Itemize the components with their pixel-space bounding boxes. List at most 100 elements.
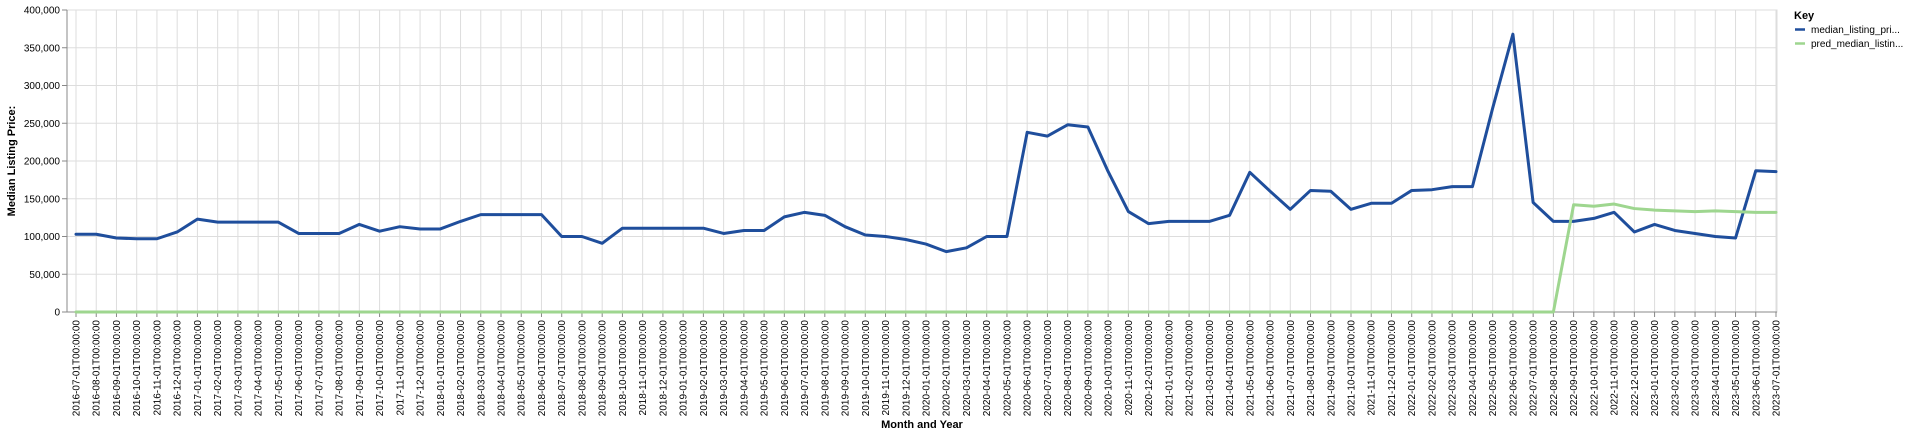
legend-label-1: median_listing_pri... [1811, 25, 1900, 36]
x-tick-label: 2022-11-01T00:00:00 [1610, 320, 1621, 416]
x-tick-label: 2016-10-01T00:00:00 [132, 320, 143, 417]
x-tick-label: 2021-10-01T00:00:00 [1347, 320, 1358, 417]
x-tick-label: 2019-11-01T00:00:00 [881, 320, 892, 416]
x-tick-label: 2017-08-01T00:00:00 [335, 320, 346, 417]
x-tick-label: 2022-06-01T00:00:00 [1508, 320, 1519, 417]
x-tick-label: 2023-03-01T00:00:00 [1691, 320, 1702, 417]
x-tick-label: 2022-01-01T00:00:00 [1407, 320, 1418, 417]
x-tick-label: 2016-12-01T00:00:00 [173, 320, 184, 417]
x-tick-label: 2017-09-01T00:00:00 [355, 320, 366, 417]
x-tick-label: 2021-04-01T00:00:00 [1225, 320, 1236, 417]
x-tick-label: 2023-02-01T00:00:00 [1670, 320, 1681, 417]
x-tick-label: 2017-03-01T00:00:00 [233, 320, 244, 417]
x-tick-label: 2016-07-01T00:00:00 [72, 320, 83, 417]
legend: Key median_listing_pri... pred_median_lis… [1794, 10, 1903, 50]
x-tick-label: 2019-10-01T00:00:00 [861, 320, 872, 417]
y-tick-label: 250,000 [24, 119, 61, 130]
series-lines [74, 32, 1778, 314]
x-tick-label: 2017-02-01T00:00:00 [213, 320, 224, 417]
x-tick-label: 2017-05-01T00:00:00 [274, 320, 285, 417]
y-tick-label: 400,000 [24, 6, 61, 17]
y-tick-label: 0 [54, 308, 60, 319]
x-tick-label: 2016-11-01T00:00:00 [152, 320, 163, 416]
x-tick-label: 2022-02-01T00:00:00 [1427, 320, 1438, 417]
x-tick-label: 2018-12-01T00:00:00 [658, 320, 669, 417]
y-axis: 0 50,000 100,000 150,000 200,000 250,000 300,0… [24, 6, 68, 319]
x-tick-label: 2020-08-01T00:00:00 [1063, 320, 1074, 417]
y-tick-label: 150,000 [24, 194, 61, 205]
x-tick-label: 2021-08-01T00:00:00 [1306, 320, 1317, 417]
x-tick-label: 2022-03-01T00:00:00 [1448, 320, 1459, 417]
x-tick-label: 2021-09-01T00:00:00 [1326, 320, 1337, 417]
x-tick-label: 2022-10-01T00:00:00 [1589, 320, 1600, 417]
x-tick-label: 2016-09-01T00:00:00 [112, 320, 123, 417]
legend-title: Key [1794, 10, 1815, 22]
gridlines [66, 9, 1778, 313]
x-tick-label: 2020-03-01T00:00:00 [962, 320, 973, 417]
x-tick-label: 2021-06-01T00:00:00 [1266, 320, 1277, 417]
x-tick-label: 2020-09-01T00:00:00 [1083, 320, 1094, 417]
x-tick-label: 2020-12-01T00:00:00 [1144, 320, 1155, 417]
x-tick-label: 2022-05-01T00:00:00 [1488, 320, 1499, 417]
x-tick-label: 2023-05-01T00:00:00 [1731, 320, 1742, 417]
x-tick-label: 2022-04-01T00:00:00 [1468, 320, 1479, 417]
x-tick-label: 2019-02-01T00:00:00 [699, 320, 710, 417]
x-tick-label: 2016-08-01T00:00:00 [92, 320, 103, 417]
x-axis: 2016-07-01T00:00:00 2016-08-01T00:00:00 20… [67, 311, 1783, 417]
x-tick-label: 2021-11-01T00:00:00 [1367, 320, 1378, 416]
x-tick-label: 2022-12-01T00:00:00 [1630, 320, 1641, 417]
x-tick-label: 2017-01-01T00:00:00 [193, 320, 204, 417]
x-tick-label: 2022-09-01T00:00:00 [1569, 320, 1580, 417]
x-tick-label: 2017-07-01T00:00:00 [314, 320, 325, 417]
x-tick-label: 2022-08-01T00:00:00 [1549, 320, 1560, 417]
x-tick-label: 2017-12-01T00:00:00 [416, 320, 427, 417]
x-tick-label: 2018-03-01T00:00:00 [476, 320, 487, 417]
x-tick-label: 2021-01-01T00:00:00 [1164, 320, 1175, 417]
x-tick-label: 2020-01-01T00:00:00 [922, 320, 933, 417]
y-tick-label: 50,000 [29, 270, 60, 281]
x-tick-label: 2020-02-01T00:00:00 [942, 320, 953, 417]
x-tick-label: 2018-11-01T00:00:00 [638, 320, 649, 416]
x-tick-label: 2020-04-01T00:00:00 [982, 320, 993, 417]
x-tick-label: 2022-07-01T00:00:00 [1529, 320, 1540, 417]
x-tick-label: 2021-07-01T00:00:00 [1286, 320, 1297, 417]
series-line-1 [74, 32, 1778, 254]
x-tick-label: 2018-04-01T00:00:00 [497, 320, 508, 417]
y-axis-title: Median Listing Price: [6, 106, 18, 217]
x-axis-title: Month and Year [881, 419, 963, 431]
x-tick-label: 2021-05-01T00:00:00 [1245, 320, 1256, 417]
x-tick-label: 2023-04-01T00:00:00 [1711, 320, 1722, 417]
x-tick-label: 2021-12-01T00:00:00 [1387, 320, 1398, 417]
x-tick-label: 2018-06-01T00:00:00 [537, 320, 548, 417]
x-tick-label: 2020-06-01T00:00:00 [1023, 320, 1034, 417]
x-tick-label: 2020-11-01T00:00:00 [1124, 320, 1135, 416]
y-tick-label: 350,000 [24, 43, 61, 54]
x-tick-label: 2019-05-01T00:00:00 [760, 320, 771, 417]
y-tick-label: 300,000 [24, 81, 61, 92]
x-tick-label: 2017-11-01T00:00:00 [395, 320, 406, 416]
x-tick-label: 2018-10-01T00:00:00 [618, 320, 629, 417]
x-tick-label: 2019-03-01T00:00:00 [719, 320, 730, 417]
x-tick-label: 2017-04-01T00:00:00 [254, 320, 265, 417]
x-tick-label: 2019-06-01T00:00:00 [780, 320, 791, 417]
x-tick-label: 2018-09-01T00:00:00 [598, 320, 609, 417]
x-tick-label: 2019-08-01T00:00:00 [820, 320, 831, 417]
x-tick-label: 2021-03-01T00:00:00 [1205, 320, 1216, 417]
x-tick-label: 2023-01-01T00:00:00 [1650, 320, 1661, 417]
x-tick-label: 2018-01-01T00:00:00 [436, 320, 447, 417]
x-tick-label: 2020-07-01T00:00:00 [1043, 320, 1054, 417]
x-tick-label: 2018-08-01T00:00:00 [577, 320, 588, 417]
x-tick-label: 2017-06-01T00:00:00 [294, 320, 305, 417]
x-tick-label: 2018-05-01T00:00:00 [517, 320, 528, 417]
x-tick-label: 2019-01-01T00:00:00 [679, 320, 690, 417]
y-tick-label: 100,000 [24, 232, 61, 243]
x-tick-label: 2018-02-01T00:00:00 [456, 320, 467, 417]
x-tick-label: 2020-05-01T00:00:00 [1002, 320, 1013, 417]
x-tick-label: 2021-02-01T00:00:00 [1185, 320, 1196, 417]
x-tick-label: 2020-10-01T00:00:00 [1104, 320, 1115, 417]
x-tick-label: 2019-04-01T00:00:00 [739, 320, 750, 417]
y-tick-label: 200,000 [24, 157, 61, 168]
x-tick-label: 2019-09-01T00:00:00 [841, 320, 852, 417]
x-tick-label: 2023-06-01T00:00:00 [1751, 320, 1762, 417]
